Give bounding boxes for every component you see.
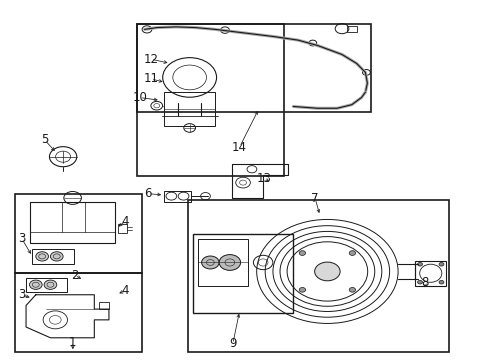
Circle shape: [348, 288, 355, 292]
Bar: [163, 191, 190, 202]
Text: 5: 5: [41, 133, 48, 146]
Text: 14: 14: [232, 140, 246, 153]
Circle shape: [417, 262, 422, 266]
Circle shape: [201, 256, 219, 269]
Bar: [137, 24, 283, 176]
Circle shape: [299, 288, 305, 292]
Text: 1: 1: [69, 336, 77, 348]
Bar: [15, 273, 142, 352]
Text: 8: 8: [420, 276, 427, 289]
Circle shape: [348, 251, 355, 255]
Circle shape: [44, 280, 57, 289]
Text: 2: 2: [71, 269, 79, 282]
Circle shape: [438, 262, 443, 266]
Text: 7: 7: [311, 192, 318, 205]
Circle shape: [314, 262, 340, 281]
Bar: [346, 26, 356, 32]
Bar: [137, 24, 370, 112]
Bar: [193, 234, 293, 313]
Text: 10: 10: [132, 91, 147, 104]
Bar: [15, 194, 142, 273]
Text: 6: 6: [144, 187, 151, 200]
Bar: [26, 278, 67, 292]
Circle shape: [36, 252, 48, 261]
Text: 13: 13: [256, 172, 271, 185]
Circle shape: [219, 255, 240, 270]
Circle shape: [299, 251, 305, 255]
Circle shape: [438, 280, 443, 284]
Circle shape: [29, 280, 42, 289]
Bar: [163, 92, 215, 126]
Bar: [415, 261, 445, 286]
Text: 11: 11: [143, 72, 158, 85]
Bar: [99, 302, 109, 309]
Bar: [32, 249, 74, 264]
Text: 12: 12: [143, 53, 158, 66]
Circle shape: [417, 280, 422, 284]
Bar: [118, 224, 127, 233]
Text: 9: 9: [228, 337, 236, 350]
Circle shape: [50, 252, 63, 261]
Text: 3: 3: [18, 288, 25, 301]
Text: 3: 3: [18, 232, 25, 245]
Bar: [198, 239, 247, 286]
Bar: [188, 200, 448, 352]
Text: 4: 4: [121, 284, 128, 297]
Bar: [30, 202, 115, 243]
Text: 4: 4: [121, 215, 128, 228]
